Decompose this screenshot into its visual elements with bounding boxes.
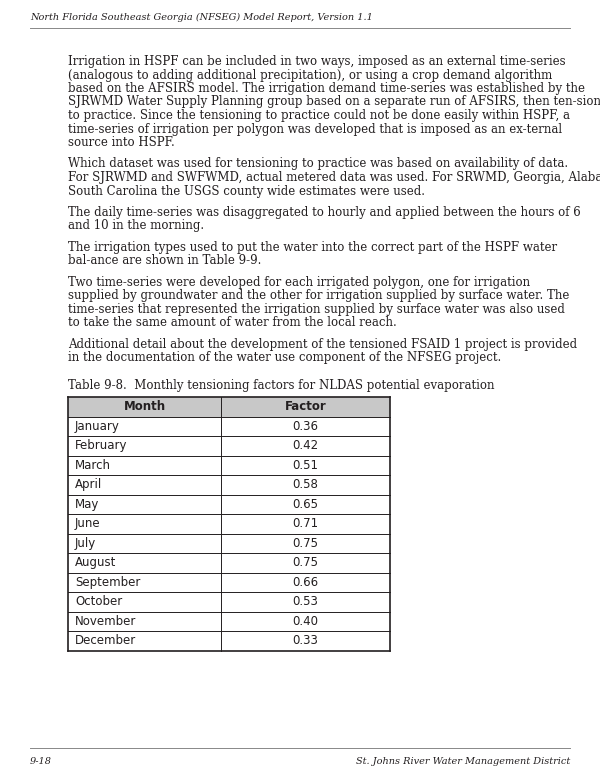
Text: 9-18: 9-18 bbox=[30, 757, 52, 766]
Text: bal-ance are shown in Table 9-9.: bal-ance are shown in Table 9-9. bbox=[68, 255, 262, 267]
Text: SJRWMD Water Supply Planning group based on a separate run of AFSIRS, then ten-s: SJRWMD Water Supply Planning group based… bbox=[68, 96, 600, 109]
Text: January: January bbox=[75, 420, 120, 433]
Text: March: March bbox=[75, 458, 111, 472]
Text: supplied by groundwater and the other for irrigation supplied by surface water. : supplied by groundwater and the other fo… bbox=[68, 290, 569, 302]
Text: The daily time-series was disaggregated to hourly and applied between the hours : The daily time-series was disaggregated … bbox=[68, 206, 581, 219]
Text: to practice. Since the tensioning to practice could not be done easily within HS: to practice. Since the tensioning to pra… bbox=[68, 109, 570, 122]
Text: August: August bbox=[75, 556, 116, 570]
Text: Additional detail about the development of the tensioned FSAID 1 project is prov: Additional detail about the development … bbox=[68, 338, 577, 351]
Text: in the documentation of the water use component of the NFSEG project.: in the documentation of the water use co… bbox=[68, 351, 501, 364]
Text: September: September bbox=[75, 576, 140, 589]
Text: 0.75: 0.75 bbox=[292, 537, 319, 550]
Text: October: October bbox=[75, 595, 122, 608]
Text: 0.66: 0.66 bbox=[292, 576, 319, 589]
Text: The irrigation types used to put the water into the correct part of the HSPF wat: The irrigation types used to put the wat… bbox=[68, 241, 557, 254]
Text: North Florida Southeast Georgia (NFSEG) Model Report, Version 1.1: North Florida Southeast Georgia (NFSEG) … bbox=[30, 13, 373, 22]
Text: Irrigation in HSPF can be included in two ways, imposed as an external time-seri: Irrigation in HSPF can be included in tw… bbox=[68, 55, 566, 68]
Text: February: February bbox=[75, 439, 128, 452]
Text: and 10 in the morning.: and 10 in the morning. bbox=[68, 219, 204, 232]
Text: time-series that represented the irrigation supplied by surface water was also u: time-series that represented the irrigat… bbox=[68, 303, 565, 316]
Text: 0.33: 0.33 bbox=[293, 634, 319, 647]
Text: November: November bbox=[75, 615, 136, 628]
Text: July: July bbox=[75, 537, 96, 550]
Text: 0.42: 0.42 bbox=[292, 439, 319, 452]
Text: (analogous to adding additional precipitation), or using a crop demand algorithm: (analogous to adding additional precipit… bbox=[68, 68, 552, 82]
Text: May: May bbox=[75, 498, 100, 510]
Text: St. Johns River Water Management District: St. Johns River Water Management Distric… bbox=[356, 757, 570, 766]
Text: 0.75: 0.75 bbox=[292, 556, 319, 570]
Bar bbox=[68, 397, 390, 416]
Text: For SJRWMD and SWFWMD, actual metered data was used. For SRWMD, Georgia, Alabama: For SJRWMD and SWFWMD, actual metered da… bbox=[68, 171, 600, 184]
Text: source into HSPF.: source into HSPF. bbox=[68, 136, 175, 149]
Text: 0.53: 0.53 bbox=[293, 595, 319, 608]
Text: Which dataset was used for tensioning to practice was based on availability of d: Which dataset was used for tensioning to… bbox=[68, 158, 568, 170]
Text: 0.65: 0.65 bbox=[292, 498, 319, 510]
Text: to take the same amount of water from the local reach.: to take the same amount of water from th… bbox=[68, 316, 397, 329]
Text: 0.71: 0.71 bbox=[292, 517, 319, 530]
Text: December: December bbox=[75, 634, 136, 647]
Text: South Carolina the USGS county wide estimates were used.: South Carolina the USGS county wide esti… bbox=[68, 184, 425, 197]
Text: Table 9-8.  Monthly tensioning factors for NLDAS potential evaporation: Table 9-8. Monthly tensioning factors fo… bbox=[68, 379, 494, 392]
Text: Two time-series were developed for each irrigated polygon, one for irrigation: Two time-series were developed for each … bbox=[68, 276, 530, 289]
Text: Month: Month bbox=[124, 400, 166, 413]
Text: 0.36: 0.36 bbox=[292, 420, 319, 433]
Text: 0.40: 0.40 bbox=[292, 615, 319, 628]
Text: 0.58: 0.58 bbox=[293, 479, 319, 491]
Text: 0.51: 0.51 bbox=[292, 458, 319, 472]
Text: April: April bbox=[75, 479, 102, 491]
Text: based on the AFSIRS model. The irrigation demand time-series was established by : based on the AFSIRS model. The irrigatio… bbox=[68, 82, 585, 95]
Text: June: June bbox=[75, 517, 101, 530]
Text: time-series of irrigation per polygon was developed that is imposed as an ex-ter: time-series of irrigation per polygon wa… bbox=[68, 123, 562, 135]
Text: Factor: Factor bbox=[284, 400, 326, 413]
